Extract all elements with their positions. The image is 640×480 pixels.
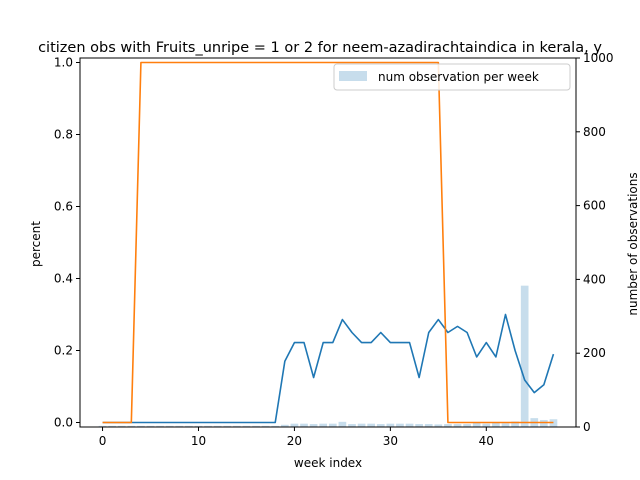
obs-bar: [185, 425, 193, 427]
obs-bar: [156, 425, 164, 427]
legend-box: [333, 63, 571, 91]
obs-bar: [242, 425, 251, 427]
obs-bar: [328, 423, 337, 427]
y2-ticks: 0 200 400 600 800 1000: [576, 51, 614, 434]
obs-bar: [405, 423, 414, 427]
y2-tick-label: 1000: [583, 51, 614, 65]
obs-bar: [434, 424, 443, 427]
obs-bar: [108, 425, 116, 427]
bars-layer: [98, 285, 558, 427]
y-tick-label: 0.4: [54, 272, 73, 286]
obs-bar: [213, 425, 222, 427]
legend-swatch: [339, 71, 367, 81]
obs-bar: [127, 425, 136, 427]
obs-bar: [367, 423, 376, 427]
y2-axis-label: number of observations: [626, 172, 640, 315]
legend-label: num observation per week: [378, 70, 539, 84]
x-tick-label: 30: [383, 434, 398, 448]
obs-bar: [492, 422, 500, 427]
x-tick-label: 0: [99, 434, 107, 448]
lines-layer: [102, 61, 555, 424]
obs-bar: [444, 424, 452, 427]
obs-bar: [415, 424, 423, 427]
obs-bar: [271, 425, 280, 427]
legend: num observation per week: [333, 63, 571, 91]
obs-bar: [386, 423, 395, 427]
plot-frame: [79, 57, 577, 428]
obs-bar: [376, 424, 385, 427]
obs-bar: [424, 424, 433, 427]
y-axis-label: percent: [29, 221, 43, 267]
obs-bar: [137, 425, 145, 427]
obs-bar: [549, 419, 558, 427]
y-tick-label: 1.0: [54, 56, 73, 70]
obs-bar: [223, 425, 232, 427]
chart-title: citizen obs with Fruits_unripe = 1 or 2 …: [38, 40, 602, 56]
percent-line-orange: [102, 61, 554, 424]
obs-bar: [175, 425, 184, 427]
obs-bar: [309, 424, 318, 427]
y-tick-label: 0.0: [54, 416, 73, 430]
obs-bar: [357, 423, 366, 427]
obs-bar: [204, 425, 212, 427]
obs-bar: [511, 421, 519, 427]
obs-bar: [396, 423, 404, 427]
y2-tick-label: 600: [583, 199, 606, 213]
percent-line-blue: [102, 313, 555, 424]
obs-bar: [540, 419, 548, 427]
obs-bar: [472, 422, 481, 427]
obs-bar: [233, 425, 241, 427]
obs-bar: [146, 425, 155, 427]
axes-frame: [79, 57, 577, 428]
obs-bar: [252, 425, 260, 427]
y2-tick-label: 0: [583, 420, 591, 434]
obs-bar: [482, 423, 491, 427]
x-ticks: 0 10 20 30 40: [99, 427, 494, 448]
y2-tick-label: 800: [583, 125, 606, 139]
obs-bar: [338, 421, 347, 427]
x-tick-label: 40: [479, 434, 494, 448]
obs-bar: [501, 423, 510, 427]
y-tick-label: 0.8: [54, 128, 73, 142]
obs-bar: [290, 423, 299, 427]
obs-bar: [348, 424, 356, 427]
obs-bar: [520, 285, 529, 427]
obs-bar: [194, 425, 203, 427]
x-tick-label: 20: [287, 434, 302, 448]
obs-bar: [98, 425, 107, 427]
obs-bar: [165, 425, 174, 427]
y-tick-label: 0.6: [54, 200, 73, 214]
y2-tick-label: 400: [583, 272, 606, 286]
obs-bar: [453, 424, 462, 427]
obs-bar: [463, 424, 471, 427]
x-tick-label: 10: [191, 434, 206, 448]
y2-tick-label: 200: [583, 346, 606, 360]
x-axis-label: week index: [294, 456, 362, 470]
obs-bar: [280, 424, 289, 427]
y-tick-label: 0.2: [54, 344, 73, 358]
obs-bar: [261, 425, 270, 427]
y-ticks: 0.0 0.2 0.4 0.6 0.8 1.0: [54, 56, 80, 430]
obs-bar: [117, 425, 126, 427]
obs-bar: [319, 423, 328, 427]
obs-bar: [300, 423, 308, 427]
